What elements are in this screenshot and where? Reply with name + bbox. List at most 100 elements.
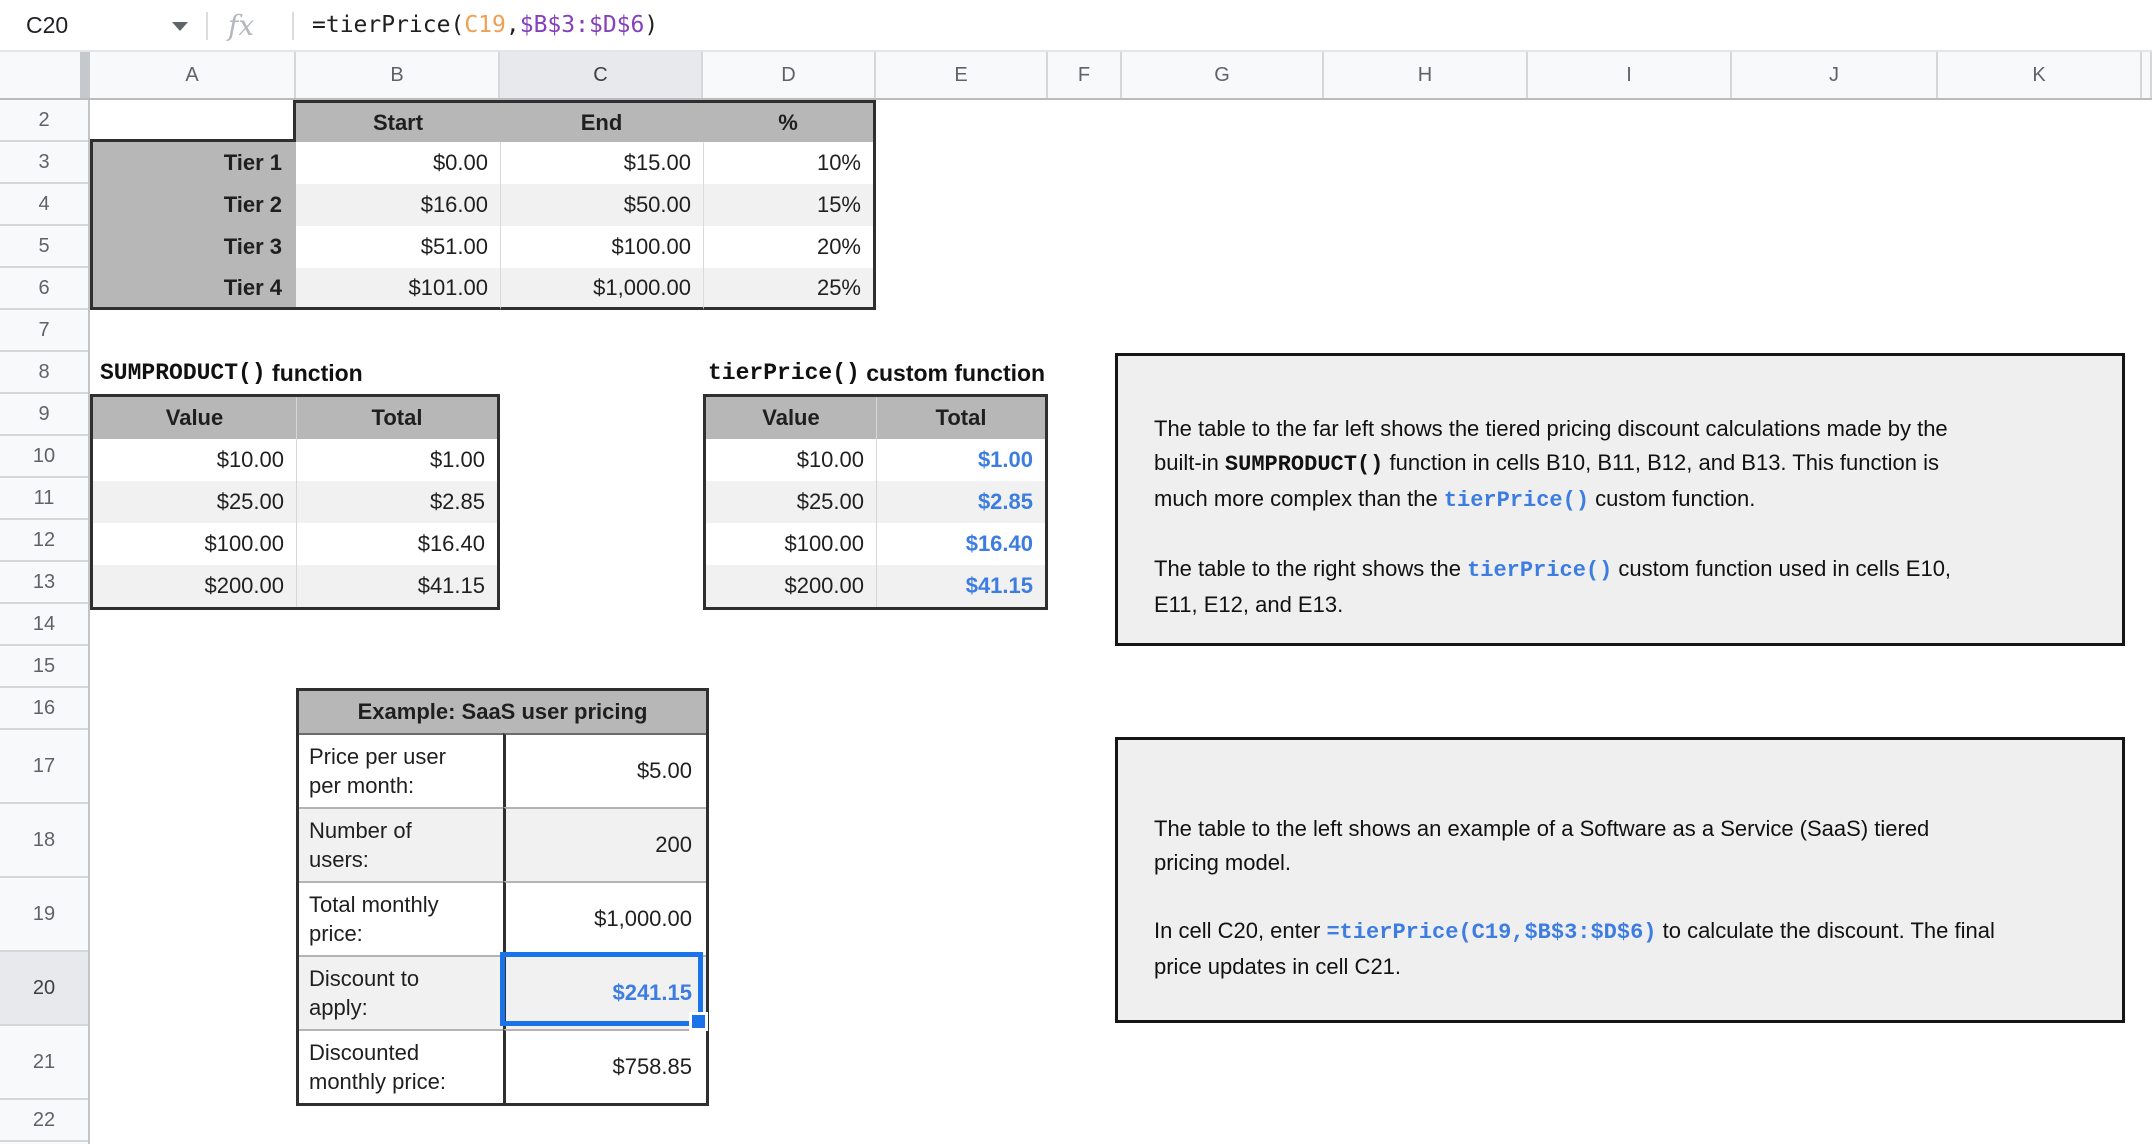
row-header-2[interactable]: 2 <box>0 100 88 142</box>
vt-value-cell[interactable]: $100.00 <box>706 523 876 565</box>
col-header-J[interactable]: J <box>1732 52 1938 98</box>
tier-pct-cell[interactable]: 20% <box>703 226 876 268</box>
saas-value-cell[interactable]: 200 <box>503 807 706 881</box>
tier-header-%[interactable]: % <box>703 100 876 142</box>
saas-label-line: users: <box>309 847 369 872</box>
vt-value-cell[interactable]: $25.00 <box>93 481 296 523</box>
text-run: $B$3:$D$6 <box>519 12 645 38</box>
tierprice-title-rest: custom function <box>859 359 1046 386</box>
tier-end-cell[interactable]: $1,000.00 <box>500 268 703 310</box>
saas-title-cell[interactable]: Example: SaaS user pricing <box>299 691 706 733</box>
col-header-G[interactable]: G <box>1122 52 1324 98</box>
vt-total-cell[interactable]: $16.40 <box>296 523 497 565</box>
saas-value-cell[interactable]: $1,000.00 <box>503 881 706 955</box>
saas-label-cell[interactable]: Discounted monthly price: <box>299 1029 503 1103</box>
vt-total-cell[interactable]: $41.15 <box>876 565 1045 607</box>
vt-total-cell[interactable]: $1.00 <box>296 439 497 481</box>
explanation-textbox-functions[interactable]: The table to the far left shows the tier… <box>1115 353 2125 646</box>
tier-label-cell[interactable]: Tier 2 <box>90 184 296 226</box>
row-header-15[interactable]: 15 <box>0 646 88 688</box>
vt-value-cell[interactable]: $200.00 <box>93 565 296 607</box>
vt-total-cell[interactable]: $16.40 <box>876 523 1045 565</box>
row-header-13[interactable]: 13 <box>0 562 88 604</box>
saas-label-cell[interactable]: Total monthly price: <box>299 881 503 955</box>
row-header-11[interactable]: 11 <box>0 478 88 520</box>
col-header-partial[interactable] <box>2142 52 2152 98</box>
formula-input[interactable]: =tierPrice(C19, $B$3:$D$6) <box>312 0 658 50</box>
name-box-dropdown-icon[interactable] <box>172 22 188 31</box>
row-header-9[interactable]: 9 <box>0 394 88 436</box>
tier-start-cell[interactable]: $16.00 <box>296 184 500 226</box>
row-header-10[interactable]: 10 <box>0 436 88 478</box>
saas-value-cell[interactable]: $758.85 <box>503 1029 706 1103</box>
tier-start-cell[interactable]: $51.00 <box>296 226 500 268</box>
tier-header-End[interactable]: End <box>500 100 703 142</box>
tier-label-cell[interactable]: Tier 4 <box>90 268 296 310</box>
tier-corner-cell[interactable] <box>90 100 296 142</box>
row-header-16[interactable]: 16 <box>0 688 88 730</box>
saas-label-cell[interactable]: Number of users: <box>299 807 503 881</box>
selected-cell-outline[interactable] <box>500 952 708 1031</box>
col-header-C[interactable]: C <box>500 52 703 98</box>
row-header-3[interactable]: 3 <box>0 142 88 184</box>
sumproduct-title[interactable]: SUMPRODUCT() function <box>100 352 363 394</box>
tier-start-cell[interactable]: $101.00 <box>296 268 500 310</box>
row-header-7[interactable]: 7 <box>0 310 88 352</box>
vt-value-cell[interactable]: $100.00 <box>93 523 296 565</box>
tier-pct-cell[interactable]: 10% <box>703 142 876 184</box>
vt-total-cell[interactable]: $41.15 <box>296 565 497 607</box>
row-header-21[interactable]: 21 <box>0 1026 88 1100</box>
row-header-14[interactable]: 14 <box>0 604 88 646</box>
select-all-corner[interactable] <box>0 52 90 98</box>
textbox-paragraph: In cell C20, enter =tierPrice(C19,$B$3:$… <box>1154 914 2086 984</box>
vt-header-Total[interactable]: Total <box>296 397 497 439</box>
saas-label-cell[interactable]: Discount to apply: <box>299 955 503 1029</box>
col-header-K[interactable]: K <box>1938 52 2142 98</box>
name-box[interactable]: C20 <box>26 11 69 38</box>
tier-pct-cell[interactable]: 25% <box>703 268 876 310</box>
tier-pct-cell[interactable]: 15% <box>703 184 876 226</box>
row-header-8[interactable]: 8 <box>0 352 88 394</box>
fill-handle[interactable] <box>689 1012 708 1031</box>
tier-end-cell[interactable]: $15.00 <box>500 142 703 184</box>
col-header-E[interactable]: E <box>876 52 1048 98</box>
textbox-line: In cell C20, enter =tierPrice(C19,$B$3:$… <box>1154 914 2086 950</box>
tier-label-cell[interactable]: Tier 3 <box>90 226 296 268</box>
row-header-12[interactable]: 12 <box>0 520 88 562</box>
vt-total-cell[interactable]: $2.85 <box>296 481 497 523</box>
vt-total-cell[interactable]: $2.85 <box>876 481 1045 523</box>
vt-value-cell[interactable]: $10.00 <box>93 439 296 481</box>
row-header-22[interactable]: 22 <box>0 1100 88 1142</box>
saas-label-cell[interactable]: Price per user per month: <box>299 733 503 807</box>
text-run: The table to the left shows an example o… <box>1154 816 1930 841</box>
vt-value-cell[interactable]: $25.00 <box>706 481 876 523</box>
row-header-4[interactable]: 4 <box>0 184 88 226</box>
tier-end-cell[interactable]: $100.00 <box>500 226 703 268</box>
col-header-A[interactable]: A <box>90 52 296 98</box>
col-header-B[interactable]: B <box>296 52 500 98</box>
explanation-textbox-saas[interactable]: The table to the left shows an example o… <box>1115 737 2125 1023</box>
vt-header-Total[interactable]: Total <box>876 397 1045 439</box>
tier-start-cell[interactable]: $0.00 <box>296 142 500 184</box>
saas-value-cell-selected[interactable]: $241.15 <box>503 955 706 1029</box>
col-header-D[interactable]: D <box>703 52 876 98</box>
saas-value-cell[interactable]: $5.00 <box>503 733 706 807</box>
tier-header-Start[interactable]: Start <box>296 100 500 142</box>
col-header-I[interactable]: I <box>1528 52 1732 98</box>
vt-total-cell[interactable]: $1.00 <box>876 439 1045 481</box>
row-header-20[interactable]: 20 <box>0 952 88 1026</box>
row-header-17[interactable]: 17 <box>0 730 88 804</box>
tierprice-title[interactable]: tierPrice() custom function <box>708 352 1045 394</box>
vt-header-Value[interactable]: Value <box>706 397 876 439</box>
row-header-19[interactable]: 19 <box>0 878 88 952</box>
row-header-18[interactable]: 18 <box>0 804 88 878</box>
vt-value-cell[interactable]: $200.00 <box>706 565 876 607</box>
row-header-6[interactable]: 6 <box>0 268 88 310</box>
tier-label-cell[interactable]: Tier 1 <box>90 142 296 184</box>
row-header-5[interactable]: 5 <box>0 226 88 268</box>
col-header-F[interactable]: F <box>1048 52 1122 98</box>
vt-header-Value[interactable]: Value <box>93 397 296 439</box>
tier-end-cell[interactable]: $50.00 <box>500 184 703 226</box>
vt-value-cell[interactable]: $10.00 <box>706 439 876 481</box>
col-header-H[interactable]: H <box>1324 52 1528 98</box>
